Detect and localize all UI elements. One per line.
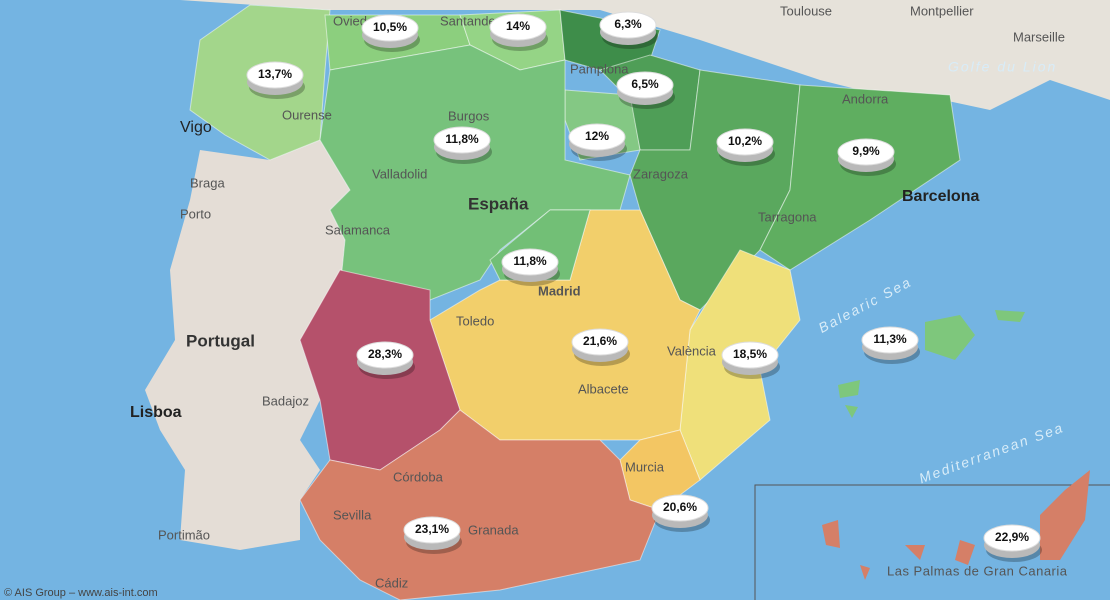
place: Granada — [468, 522, 519, 537]
badge-top — [568, 123, 626, 151]
badge: 9,9% — [837, 138, 896, 176]
canarias — [822, 470, 1090, 580]
country-label: Portugal — [186, 331, 255, 350]
sea-label: Golfe du Lion — [948, 59, 1057, 75]
badge-label: 11,8% — [445, 132, 479, 146]
coast — [920, 40, 1110, 110]
badge-label: 6,3% — [614, 17, 642, 31]
badge-top — [616, 71, 674, 99]
place: Barcelona — [902, 188, 979, 205]
badge-label: 18,5% — [733, 347, 767, 361]
badge: 6,5% — [616, 71, 675, 109]
badge-top — [571, 328, 629, 356]
place: Marseille — [1013, 29, 1065, 44]
badge-top — [983, 524, 1041, 552]
place: Pamplona — [570, 61, 629, 76]
country-label: España — [468, 194, 529, 213]
badge-top — [501, 248, 559, 276]
badge-label: 11,3% — [873, 332, 907, 346]
badge-top — [361, 14, 419, 42]
place: Cádiz — [375, 575, 408, 590]
badge: 28,3% — [356, 341, 415, 379]
badge: 10,5% — [361, 14, 420, 52]
place: Burgos — [448, 108, 490, 123]
place: Ourense — [282, 107, 332, 122]
castilla-y-leon — [319, 44, 631, 301]
menorca — [995, 310, 1025, 322]
badge: 20,6% — [651, 494, 710, 532]
place: Badajoz — [262, 393, 309, 408]
badge: 23,1% — [403, 516, 462, 554]
badge-label: 9,9% — [852, 144, 880, 158]
place: Montpellier — [910, 3, 974, 18]
place: Las Palmas de Gran Canaria — [887, 563, 1068, 578]
place: Santander — [440, 13, 501, 28]
badge-label: 10,2% — [728, 134, 762, 148]
france — [180, 0, 1110, 100]
badge-label: 13,7% — [258, 67, 292, 81]
place: Salamanca — [325, 222, 391, 237]
badge-label: 10,5% — [373, 20, 407, 34]
portugal — [145, 140, 350, 550]
place: Sevilla — [333, 507, 372, 522]
place: Tarragona — [758, 209, 817, 224]
badge-top — [716, 128, 774, 156]
place: Toledo — [456, 313, 494, 328]
badge-top — [651, 494, 709, 522]
badge-label: 12% — [585, 129, 609, 143]
place: Lisboa — [130, 404, 182, 421]
badge: 6,3% — [599, 11, 658, 49]
attribution: © AIS Group – www.ais-int.com — [4, 587, 158, 599]
badge: 18,5% — [721, 341, 780, 379]
place: Vigo — [180, 119, 212, 136]
badge-top — [403, 516, 461, 544]
place: Albacete — [578, 381, 629, 396]
badge: 11,8% — [501, 248, 560, 286]
badge-label: 21,6% — [583, 334, 617, 348]
badge-top — [837, 138, 895, 166]
badge-top — [356, 341, 414, 369]
badge-label: 6,5% — [631, 77, 659, 91]
place: Zaragoza — [633, 166, 689, 181]
badge-top — [599, 11, 657, 39]
badge-top — [433, 126, 491, 154]
badge: 12% — [568, 123, 627, 161]
badge-top — [246, 61, 304, 89]
place: Braga — [190, 175, 225, 190]
badge-label: 23,1% — [415, 522, 449, 536]
badge-top — [489, 13, 547, 41]
mallorca — [925, 315, 975, 360]
badge-top — [721, 341, 779, 369]
badges: 13,7% 10,5% 14% 6,3% 6,5% 11,8% 12% 10,2% 9,9% 11… — [246, 11, 1042, 562]
badge: 11,8% — [433, 126, 492, 164]
badge-label: 11,8% — [513, 254, 547, 268]
andalucia — [299, 409, 661, 600]
badge-label: 28,3% — [368, 347, 402, 361]
badge-label: 14% — [506, 19, 530, 33]
cataluna — [759, 84, 961, 271]
place: Andorra — [842, 91, 889, 106]
place: Murcia — [625, 459, 665, 474]
badge: 21,6% — [571, 328, 630, 366]
place: Porto — [180, 206, 211, 221]
place: Portimão — [158, 527, 210, 542]
badge: 13,7% — [246, 61, 305, 99]
badge: 11,3% — [861, 326, 920, 364]
badge-label: 22,9% — [995, 530, 1029, 544]
place: València — [667, 343, 717, 358]
place: Toulouse — [780, 3, 832, 18]
place: Madrid — [538, 283, 581, 298]
ibiza — [838, 380, 860, 418]
badge: 10,2% — [716, 128, 775, 166]
place: Valladolid — [372, 166, 427, 181]
place: Córdoba — [393, 469, 444, 484]
badge-top — [861, 326, 919, 354]
badge: 22,9% — [983, 524, 1042, 562]
badge-label: 20,6% — [663, 500, 697, 514]
badge: 14% — [489, 13, 548, 51]
